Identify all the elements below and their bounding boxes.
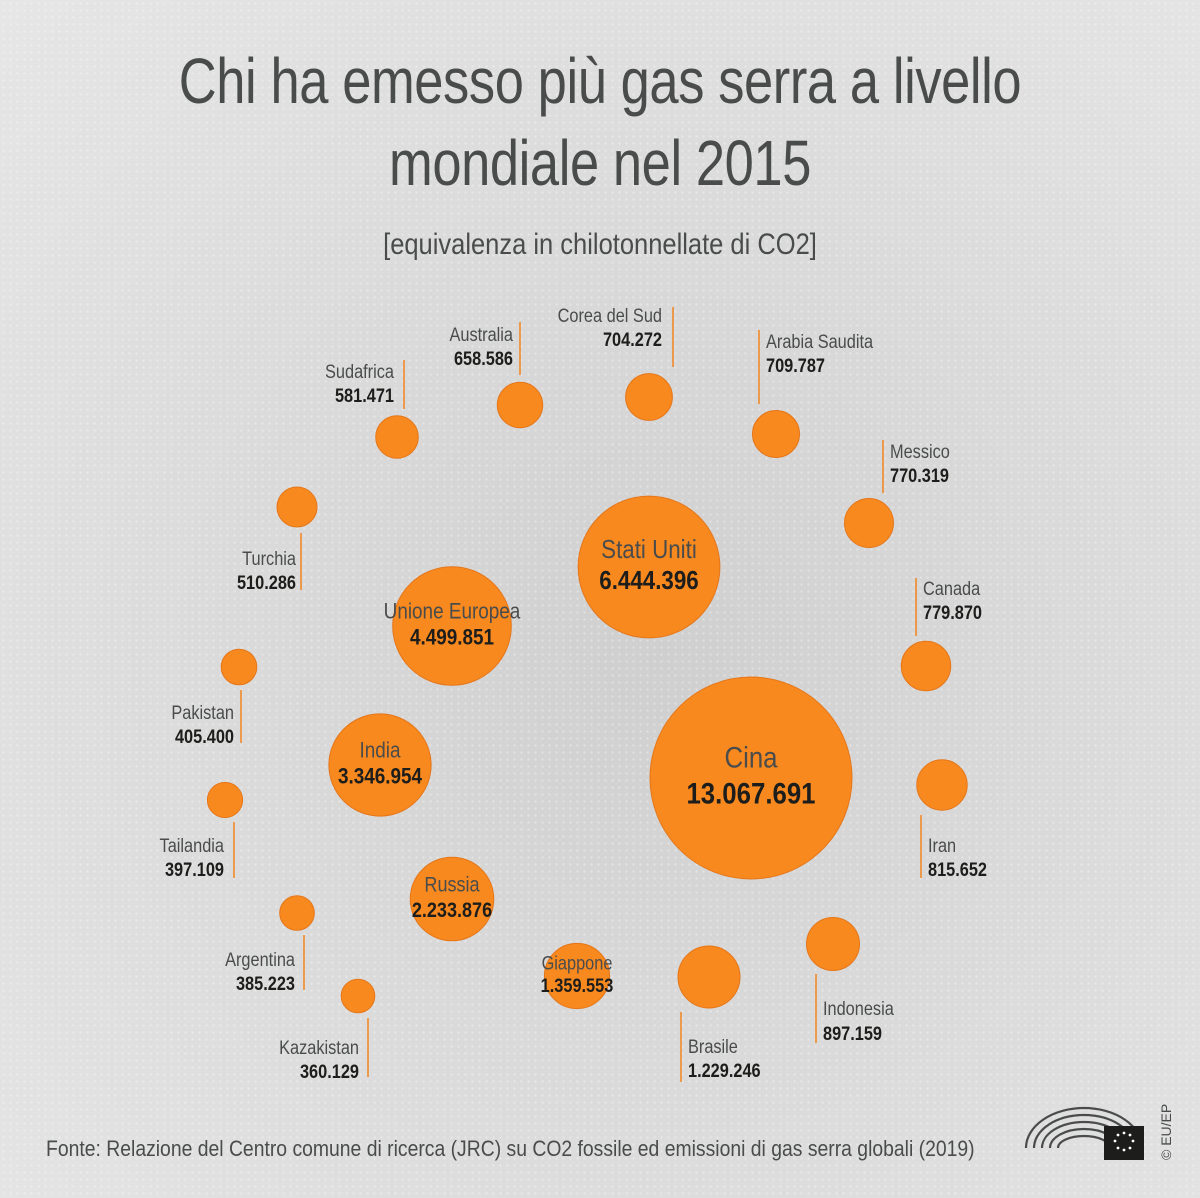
bubble-pakistan [220, 648, 258, 686]
bubble-cina [649, 676, 853, 880]
label-name-cina: Cina [724, 741, 777, 774]
label-value-canada: 779.870 [923, 602, 982, 623]
bubble-group-corea-del-sud: Corea del Sud 704.272 [558, 305, 674, 421]
label-value-turchia: 510.286 [237, 572, 296, 593]
label-name-sudafrica: Sudafrica [325, 361, 394, 382]
bubble-canada [900, 640, 952, 692]
bubble-russia [409, 856, 495, 942]
label-value-kazakistan: 360.129 [300, 1061, 359, 1082]
label-value-messico: 770.319 [890, 465, 949, 486]
bubble-indonesia [806, 917, 860, 971]
bubble-kazakistan [340, 978, 376, 1014]
label-value-argentina: 385.223 [236, 973, 295, 994]
label-name-indonesia: Indonesia [823, 998, 894, 1019]
label-value-cina: 13.067.691 [686, 777, 815, 810]
label-value-giappone: 1.359.553 [541, 975, 614, 996]
bubble-arabia-saudita [752, 410, 800, 458]
label-value-arabia-saudita: 709.787 [766, 355, 825, 376]
label-name-australia: Australia [449, 324, 513, 345]
bubble-brasile [677, 945, 741, 1009]
bubble-messico [844, 498, 894, 548]
bubble-group-turchia: Turchia 510.286 [237, 486, 318, 593]
bubble-giappone [543, 942, 611, 1010]
label-name-canada: Canada [923, 578, 980, 599]
label-name-messico: Messico [890, 441, 950, 462]
label-name-arabia-saudita: Arabia Saudita [766, 331, 873, 352]
bubble-group-canada: Canada 779.870 [900, 578, 982, 692]
label-name-corea-del-sud: Corea del Sud [558, 305, 662, 326]
label-value-india: 3.346.954 [338, 764, 423, 789]
bubble-india [328, 713, 432, 817]
bubble-group-brasile: Brasile 1.229.246 [677, 945, 761, 1082]
label-value-pakistan: 405.400 [175, 726, 234, 747]
label-name-giappone: Giappone [542, 952, 613, 973]
bubble-group-indonesia: Indonesia 897.159 [806, 917, 894, 1044]
label-value-tailandia: 397.109 [165, 859, 224, 880]
bubble-group-argentina: Argentina 385.223 [225, 895, 315, 994]
bubble-argentina [279, 895, 315, 931]
bubble-group-kazakistan: Kazakistan 360.129 [279, 978, 376, 1082]
bubble-sudafrica [375, 415, 419, 459]
bubble-unione-europea [392, 566, 512, 686]
label-value-iran: 815.652 [928, 859, 987, 880]
title-line-1: Chi ha emesso più gas serra a livello [178, 45, 1022, 117]
bubble-tailandia [206, 781, 244, 819]
label-value-indonesia: 897.159 [823, 1023, 882, 1044]
bubble-iran [916, 759, 968, 811]
bubble-stati-uniti [577, 495, 721, 639]
label-name-turchia: Turchia [242, 548, 296, 569]
bubble-group-tailandia: Tailandia 397.109 [160, 781, 244, 880]
bubble-group-messico: Messico 770.319 [844, 440, 950, 548]
label-name-brasile: Brasile [688, 1036, 738, 1057]
label-value-stati-uniti: 6.444.396 [599, 567, 698, 596]
european-parliament-logo [1024, 1106, 1144, 1160]
bubble-group-australia: Australia 658.586 [449, 322, 544, 429]
bubble-group-sudafrica: Sudafrica 581.471 [325, 360, 419, 459]
source-note: Fonte: Relazione del Centro comune di ri… [46, 1136, 975, 1161]
bubble-group-pakistan: Pakistan 405.400 [171, 648, 258, 747]
label-value-brasile: 1.229.246 [688, 1060, 761, 1081]
bubble-group-stati-uniti: Stati Uniti 6.444.396 [577, 495, 721, 639]
title-line-2: mondiale nel 2015 [389, 127, 811, 199]
label-name-russia: Russia [424, 873, 479, 897]
chart-title: Chi ha emesso più gas serra a livello mo… [108, 40, 1092, 204]
label-name-stati-uniti: Stati Uniti [601, 535, 697, 564]
label-name-unione-europea: Unione Europea [384, 599, 521, 624]
bubble-group-iran: Iran 815.652 [916, 759, 987, 880]
label-value-unione-europea: 4.499.851 [410, 625, 494, 650]
bubble-corea-del-sud [625, 373, 673, 421]
label-name-kazakistan: Kazakistan [279, 1037, 359, 1058]
label-name-pakistan: Pakistan [171, 702, 234, 723]
label-value-sudafrica: 581.471 [335, 385, 394, 406]
label-value-russia: 2.233.876 [412, 899, 492, 923]
label-value-corea-del-sud: 704.272 [603, 329, 662, 350]
label-name-tailandia: Tailandia [160, 835, 225, 856]
bubble-turchia [276, 486, 318, 528]
label-name-iran: Iran [928, 835, 956, 856]
label-name-india: India [359, 738, 401, 763]
label-name-argentina: Argentina [225, 949, 295, 970]
bubble-australia [496, 381, 544, 429]
copyright-note: © EU/EP [1158, 1103, 1174, 1160]
chart-subtitle: [equivalenza in chilotonnellate di CO2] [383, 228, 817, 261]
label-value-australia: 658.586 [454, 348, 513, 369]
bubble-group-arabia-saudita: Arabia Saudita 709.787 [752, 330, 873, 458]
